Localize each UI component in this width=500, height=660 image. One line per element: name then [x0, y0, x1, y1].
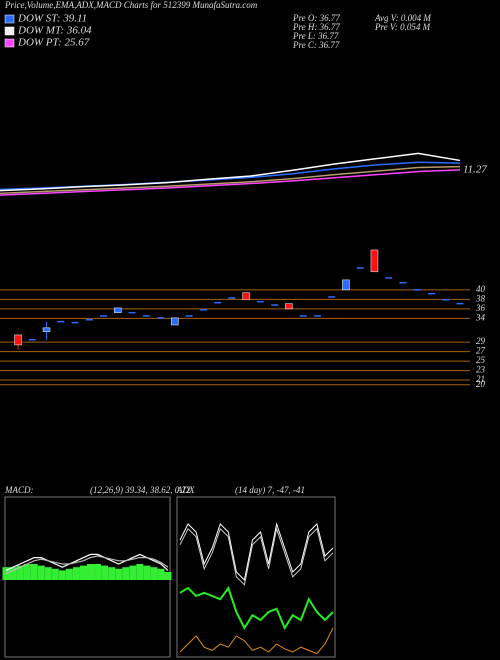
level-label: 23 [476, 365, 486, 375]
candle-body [328, 296, 336, 298]
level-label: 34 [475, 312, 486, 322]
candle-body [28, 338, 36, 341]
end-label: 11.27 [463, 163, 487, 175]
adx-params: (14 day) 7, -47, -41 [235, 485, 305, 495]
level-label: 25 [476, 355, 486, 365]
level-label: 38 [475, 293, 486, 303]
macd-bar [51, 568, 59, 580]
candle-body [413, 289, 421, 291]
macd-bar [136, 564, 144, 580]
candle-body [171, 317, 179, 326]
candle-body [157, 317, 165, 319]
adx-line [179, 585, 334, 631]
candle-body [356, 267, 364, 269]
macd-bar [115, 568, 123, 580]
candle-body [456, 302, 464, 305]
adx-line [179, 522, 334, 582]
macd-bar [9, 567, 17, 580]
candle-body [427, 292, 435, 295]
candle-body [285, 303, 293, 310]
level-label: 21 [476, 374, 485, 384]
legend-label: DOW MT: 36.04 [17, 25, 92, 37]
macd-bar [30, 564, 38, 580]
chart-title: Price,Volume,EMA,ADX,MACD Charts for 512… [4, 0, 258, 10]
info: Pre L: 36.77 [292, 31, 339, 41]
macd-bar [94, 564, 102, 580]
candle-body [442, 299, 450, 301]
level-label: 29 [476, 336, 486, 346]
legend-label: DOW PT: 25.67 [17, 37, 90, 49]
candle-body [85, 319, 93, 321]
candle-body [256, 300, 264, 303]
macd-bar [122, 567, 130, 580]
candle-body [100, 315, 108, 317]
candle-body [14, 334, 22, 346]
info: Avg V: 0.004 M [374, 13, 431, 23]
candle-body [57, 320, 65, 323]
macd-bar [87, 564, 95, 580]
level-label: 20 [476, 379, 486, 389]
level-label: 36 [475, 303, 486, 313]
macd-bar [164, 572, 172, 580]
candle-body [199, 309, 207, 311]
macd-bar [58, 570, 66, 580]
candle-body [228, 297, 236, 299]
info: Pre O: 36.77 [292, 13, 340, 23]
candle-body [242, 292, 250, 301]
macd-line [5, 555, 169, 575]
adx-frame [176, 496, 336, 658]
ema-line [0, 165, 461, 195]
candle-body [271, 304, 279, 306]
candle-body [385, 277, 393, 279]
macd-bar [16, 565, 24, 580]
legend-swatch [4, 14, 15, 24]
macd-bar [101, 565, 109, 580]
macd-bar [37, 565, 45, 580]
macd-title: MACD: [4, 485, 34, 495]
level-label: 40 [476, 284, 486, 294]
candle-body [142, 315, 150, 317]
macd-bar [44, 567, 52, 580]
ema-line [0, 169, 461, 196]
adx-title: ADX [176, 485, 195, 495]
info: Pre H: 36.77 [292, 22, 340, 32]
macd-bar [79, 565, 87, 580]
adx-line [179, 627, 334, 655]
info: Pre V: 0.054 M [374, 22, 431, 32]
legend-swatch [4, 26, 15, 36]
adx-line [179, 526, 334, 586]
candle-body [128, 311, 136, 314]
macd-bar [23, 564, 31, 580]
candle-body [114, 307, 122, 313]
candle-body [399, 281, 407, 284]
macd-bar [108, 567, 116, 580]
legend-label: DOW ST: 39.11 [17, 13, 87, 25]
candle-body [370, 249, 379, 273]
macd-bar [72, 567, 80, 580]
ema-line [0, 152, 461, 192]
candle-body [214, 301, 222, 304]
level-label: 27 [476, 346, 486, 356]
candle-body [42, 327, 51, 332]
macd-params: (12,26,9) 39.34, 38.62, 0.72 [90, 485, 191, 495]
info: Pre C: 36.77 [292, 40, 340, 50]
legend-swatch [4, 38, 15, 48]
macd-bar [150, 567, 158, 580]
candle-body [185, 315, 193, 317]
macd-bar [129, 565, 137, 580]
candle-body [299, 315, 307, 317]
candle-body [71, 321, 79, 324]
macd-line [5, 553, 169, 571]
macd-bar [143, 565, 151, 580]
candle-body [342, 279, 350, 291]
macd-bar [65, 568, 73, 580]
macd-bar [157, 568, 165, 580]
candle-body [313, 315, 321, 317]
